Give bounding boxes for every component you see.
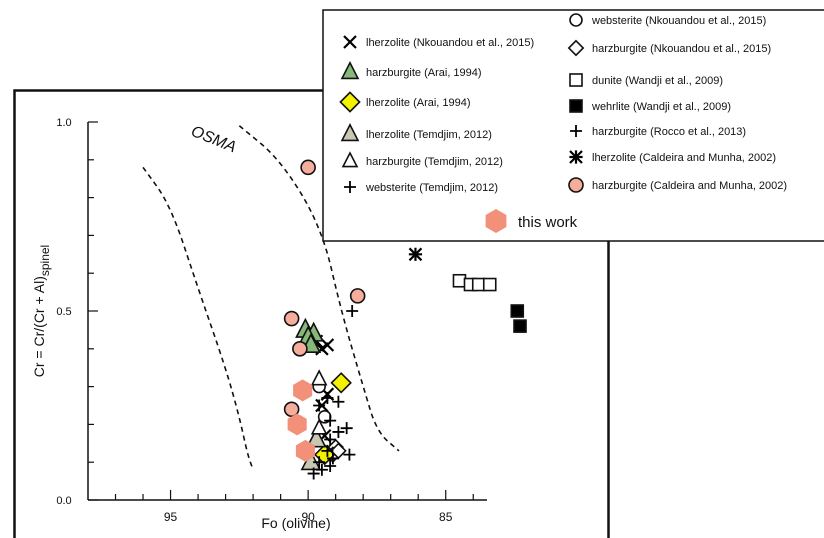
data-point [324,433,337,446]
osma-curve-right [238,125,400,452]
data-point [408,247,423,262]
x-tick-label: 95 [164,510,178,524]
legend-item: lherzolite (Temdjim, 2012) [340,123,492,142]
data-point [307,467,320,480]
data-point [293,379,313,402]
legend-label: harzburgite (Rocco et al., 2013) [592,126,746,138]
data-point [283,310,300,327]
legend-label: lherzolite (Arai, 1994) [366,97,471,109]
x-axis: 95 90 85 Fo (olivine) [88,490,487,531]
data-point [346,305,359,317]
data-point [292,340,308,357]
legend-item: harzburgite (Rocco et al., 2013) [570,125,746,138]
legend-label: lherzolite (Temdjim, 2012) [366,129,492,141]
marker-triangle [340,123,360,142]
data-point [315,463,328,476]
legend-label: lherzolite (Caldeira and Munha, 2002) [592,152,776,164]
data-point [310,369,328,386]
marker-triangle-open [341,151,359,168]
legend-item: harzburgite (Caldeira and Munha, 2002) [568,177,787,193]
data-point [306,427,327,448]
data-point [513,319,527,333]
marker-diamond-open [567,39,585,57]
data-point [452,273,467,288]
legend-label: harzburgite (Caldeira and Munha, 2002) [592,180,787,192]
marker-circle-open [569,13,583,27]
marker-square [569,99,583,113]
x-axis-label: Fo (olivine) [261,515,330,531]
legend-item: lherzolite (Caldeira and Munha, 2002) [569,150,776,164]
legend-item: wehrlite (Wandji et al., 2009) [569,99,731,113]
legend-item: dunite (Wandji et al., 2009) [569,73,723,87]
data-point [300,159,316,176]
data-point [287,413,307,436]
osma-curve-left [142,166,254,471]
data-point [340,422,353,435]
data-point [332,425,345,438]
data-point [310,418,328,435]
legend-item: lherzolite (Nkouandou et al., 2015) [343,35,534,49]
data-point [295,439,315,462]
legend-item: harzburgite (Nkouandou et al., 2015) [567,39,771,57]
data-point [471,277,486,292]
legend-label: this work [518,214,578,231]
data-point [343,448,356,461]
legend-label: wehrlite (Wandji et al., 2009) [591,101,731,113]
data-point [482,277,497,292]
data-point [326,452,339,465]
x-tick-label: 85 [439,510,453,524]
data-point [330,372,352,394]
legend-label: harzburgite (Temdjim, 2012) [366,156,503,168]
marker-x [343,35,357,49]
legend-item: harzburgite (Temdjim, 2012) [341,151,503,168]
y-tick-label: 0.0 [56,495,71,507]
legend-label: dunite (Wandji et al., 2009) [592,75,723,87]
legend-item-this-work: this work [485,209,578,233]
legend-item: lherzolite (Arai, 1994) [339,91,471,113]
data-point [283,401,300,418]
data-point [349,288,366,304]
data-point [313,399,326,412]
y-tick-label: 1.0 [56,117,71,129]
marker-triangle [340,61,360,80]
data-point [324,459,337,472]
legend-label: harzburgite (Nkouandou et al., 2015) [592,43,771,55]
y-axis-label: Cr = Cr/(Cr + Al)spinel [31,245,52,377]
marker-square-open [569,73,583,87]
osma-curves [142,125,400,471]
data-points [283,159,527,480]
legend-item: websterite (Nkouandou et al., 2015) [569,13,766,27]
data-point [321,391,334,404]
legend-item: websterite (Temdjim, 2012) [344,181,498,194]
marker-diamond [339,91,361,113]
data-point [324,414,337,427]
x-tick-label: 90 [301,510,315,524]
marker-plus [344,181,356,193]
marker-asterisk [569,150,583,164]
legend-label: websterite (Nkouandou et al., 2015) [591,15,766,27]
legend-items: lherzolite (Nkouandou et al., 2015) harzb… [339,13,787,233]
marker-plus [570,125,582,137]
legend-label: harzburgite (Arai, 1994) [366,67,482,79]
y-axis-ticks: 0.0 0.5 1.0 [56,117,98,507]
legend-label: lherzolite (Nkouandou et al., 2015) [366,37,534,49]
legend: lherzolite (Nkouandou et al., 2015) harzb… [322,9,824,242]
data-point [510,304,525,318]
legend-label: websterite (Temdjim, 2012) [365,182,498,194]
data-point [332,395,345,408]
y-tick-label: 0.5 [56,306,71,318]
data-point [313,456,326,469]
marker-circle [568,177,584,193]
x-axis-ticks: 95 90 85 [114,490,474,524]
marker-hexagon [485,209,507,233]
y-axis: 0.0 0.5 1.0 Cr = Cr/(Cr + Al)spinel [31,117,98,507]
legend-item: harzburgite (Arai, 1994) [340,61,482,80]
data-point [321,444,334,457]
